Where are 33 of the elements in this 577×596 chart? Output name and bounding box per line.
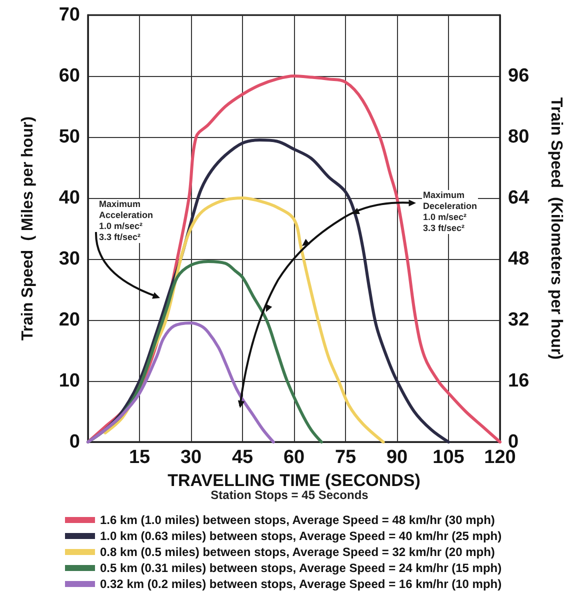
x-tick-label: 75: [334, 447, 356, 468]
line-series: [86, 322, 275, 444]
legend-label: 0.32 km (0.2 miles) between stops, Average Speed = 16 km/hr (10 mph): [100, 577, 502, 591]
y2-tick-label: 16: [508, 370, 530, 392]
y2-tick-label: 80: [508, 126, 530, 148]
legend-label: 0.5 km (0.31 miles) between stops, Average Speed = 24 km/hr (15 mph): [100, 561, 502, 575]
annotation: Maximum Deceleration 1.0 m/sec² 3.3 ft/sec²: [422, 190, 478, 234]
y2-axis-title: Train Speed (Kilometers per hour): [548, 97, 564, 360]
legend-label: 1.0 km (0.63 miles) between stops, Average Speed = 40 km/hr (25 mph): [100, 529, 502, 543]
annotation: Maximum Acceleration 1.0 m/sec² 3.3 ft/sec²: [98, 199, 154, 243]
y-tick-label: 40: [58, 188, 80, 208]
y-tick-label: 0: [69, 432, 80, 452]
y-tick-label: 60: [58, 66, 80, 86]
text: Station Stops = 45 Seconds: [210, 488, 368, 502]
x-tick-label: 60: [283, 447, 305, 468]
y2-tick-label: 48: [508, 248, 530, 270]
y-tick-label: 30: [58, 248, 80, 270]
x-tick-label: 15: [128, 447, 150, 468]
y-tick-label: 70: [58, 4, 80, 26]
x-tick-label: 45: [232, 447, 254, 468]
x-tick-label: 30: [180, 447, 202, 468]
y-axis-title: Train Speed ( Miles per hour): [20, 116, 36, 341]
legend-label: 1.6 km (1.0 miles) between stops, Average Speed = 48 km/hr (30 mph): [100, 513, 495, 527]
y2-tick-label: 32: [508, 310, 530, 330]
y-tick-label: 50: [58, 126, 80, 148]
y-tick-label: 10: [58, 370, 80, 392]
x-axis-title: TRAVELLING TIME (SECONDS): [168, 470, 420, 490]
legend-label: 0.8 km (0.5 miles) between stops, Average Speed = 32 km/hr (20 mph): [100, 545, 495, 559]
y-tick-label: 20: [58, 310, 80, 330]
y2-tick-label: 96: [508, 66, 530, 86]
y2-tick-label: 64: [508, 188, 530, 208]
x-tick-label: 105: [432, 447, 465, 468]
x-tick-label: 90: [386, 447, 408, 468]
